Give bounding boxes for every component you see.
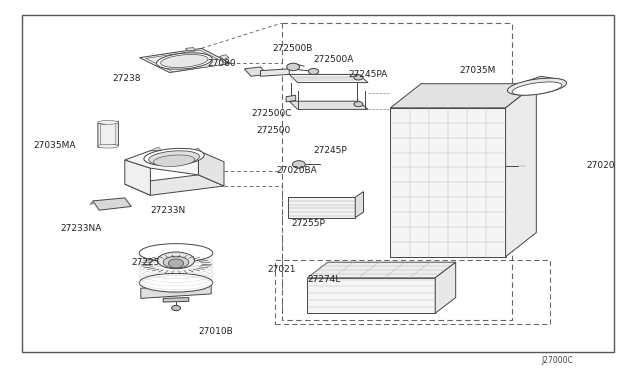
Text: J27000C: J27000C	[541, 356, 573, 365]
Ellipse shape	[140, 244, 212, 262]
Text: 27010B: 27010B	[198, 327, 233, 336]
Ellipse shape	[144, 148, 204, 166]
Text: 27020: 27020	[586, 161, 614, 170]
Text: 272500A: 272500A	[314, 55, 354, 64]
Text: 27233NA: 27233NA	[61, 224, 102, 233]
Polygon shape	[140, 48, 230, 73]
Ellipse shape	[157, 252, 195, 269]
Polygon shape	[220, 55, 229, 60]
Text: 27035M: 27035M	[460, 66, 496, 75]
Polygon shape	[90, 201, 95, 205]
Circle shape	[354, 75, 363, 80]
Bar	[275, 260, 550, 324]
Circle shape	[354, 102, 363, 107]
Polygon shape	[286, 95, 296, 102]
Ellipse shape	[157, 53, 212, 69]
Polygon shape	[125, 160, 150, 195]
Text: 27035MA: 27035MA	[33, 141, 76, 150]
Polygon shape	[125, 175, 224, 195]
Ellipse shape	[163, 256, 189, 268]
Text: 27238: 27238	[112, 74, 141, 83]
Polygon shape	[512, 76, 563, 90]
Ellipse shape	[161, 54, 208, 68]
Text: 272500: 272500	[256, 126, 291, 135]
Text: 27245PA: 27245PA	[349, 70, 388, 79]
Circle shape	[172, 305, 180, 311]
Text: 27021: 27021	[268, 265, 296, 274]
Polygon shape	[355, 192, 364, 218]
Polygon shape	[98, 121, 118, 147]
Polygon shape	[150, 147, 161, 151]
Polygon shape	[307, 278, 435, 313]
Polygon shape	[244, 67, 267, 76]
Circle shape	[287, 63, 300, 71]
Circle shape	[292, 161, 305, 168]
Text: 27020BA: 27020BA	[276, 166, 317, 175]
Ellipse shape	[140, 273, 212, 292]
Polygon shape	[163, 298, 189, 302]
Polygon shape	[307, 262, 456, 278]
Text: 27274L: 27274L	[307, 275, 340, 284]
Polygon shape	[289, 74, 368, 83]
Ellipse shape	[148, 151, 200, 166]
Polygon shape	[125, 151, 198, 175]
Ellipse shape	[98, 121, 119, 124]
Polygon shape	[93, 198, 131, 210]
Polygon shape	[435, 262, 456, 313]
Polygon shape	[390, 84, 536, 108]
Circle shape	[168, 259, 184, 268]
Ellipse shape	[512, 82, 562, 95]
Circle shape	[308, 68, 319, 74]
Polygon shape	[146, 50, 227, 72]
Polygon shape	[288, 197, 355, 218]
Ellipse shape	[508, 78, 566, 95]
Text: 27225: 27225	[131, 258, 159, 267]
Text: 272500B: 272500B	[272, 44, 312, 53]
Text: 272500C: 272500C	[251, 109, 291, 118]
Polygon shape	[506, 84, 536, 257]
Polygon shape	[260, 69, 289, 76]
Text: 27233N: 27233N	[150, 206, 186, 215]
Ellipse shape	[98, 144, 119, 148]
Polygon shape	[289, 101, 368, 109]
Ellipse shape	[154, 155, 195, 167]
Polygon shape	[141, 284, 211, 298]
Text: 27255P: 27255P	[291, 219, 325, 228]
Polygon shape	[186, 48, 195, 51]
Polygon shape	[390, 108, 506, 257]
Text: 27245P: 27245P	[314, 146, 348, 155]
Polygon shape	[198, 151, 224, 186]
Polygon shape	[192, 148, 202, 152]
Text: 27080: 27080	[207, 59, 236, 68]
